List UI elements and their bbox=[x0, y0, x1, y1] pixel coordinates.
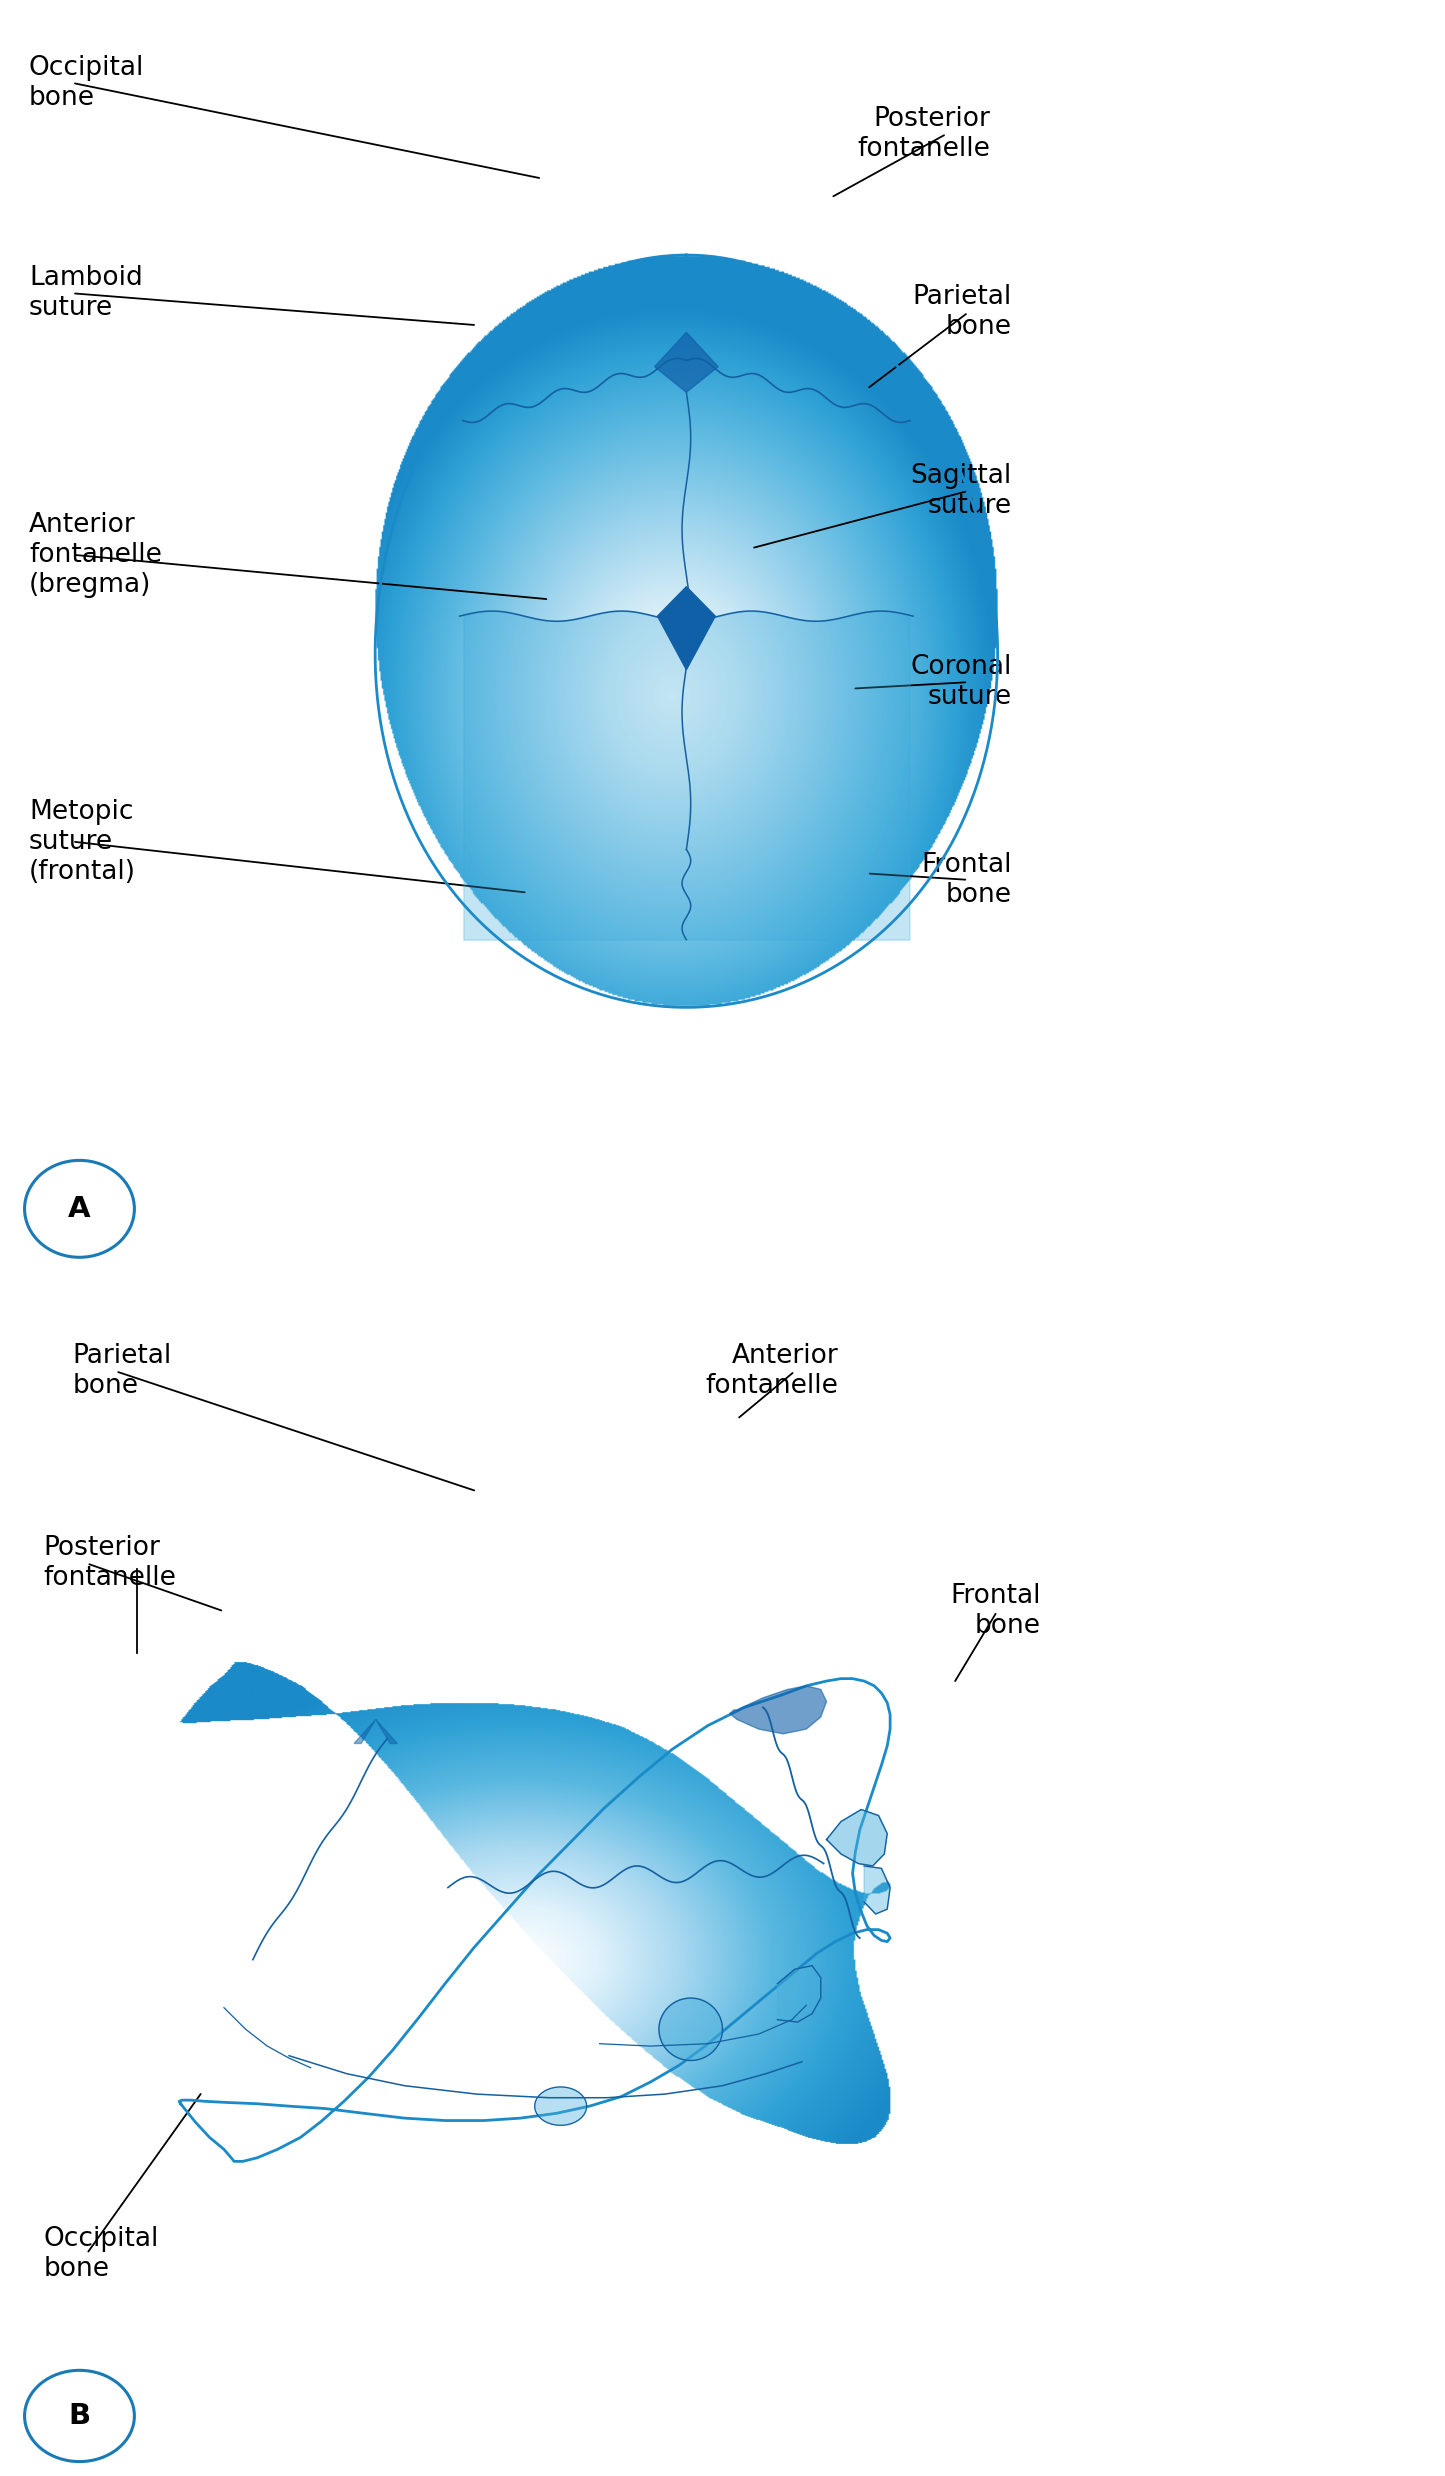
Polygon shape bbox=[354, 1718, 397, 1743]
Polygon shape bbox=[864, 1867, 890, 1914]
Text: B: B bbox=[68, 2402, 91, 2429]
Text: Anterior
fontanelle: Anterior fontanelle bbox=[705, 1342, 838, 1399]
Polygon shape bbox=[730, 1686, 827, 1733]
Text: Parietal
bone: Parietal bone bbox=[912, 285, 1011, 339]
Polygon shape bbox=[657, 587, 715, 669]
Text: Anterior
fontanelle
(bregma): Anterior fontanelle (bregma) bbox=[29, 513, 162, 597]
Text: A: A bbox=[68, 1196, 91, 1223]
Text: Coronal
suture: Coronal suture bbox=[910, 654, 1012, 711]
Polygon shape bbox=[535, 2087, 587, 2124]
Text: Occipital
bone: Occipital bone bbox=[29, 54, 144, 111]
Text: Metopic
suture
(frontal): Metopic suture (frontal) bbox=[29, 800, 136, 884]
Polygon shape bbox=[655, 332, 718, 391]
Text: Frontal
bone: Frontal bone bbox=[949, 1582, 1040, 1639]
Text: Parietal
bone: Parietal bone bbox=[72, 1342, 172, 1399]
Text: Sagittal
suture: Sagittal suture bbox=[910, 463, 1012, 520]
Polygon shape bbox=[777, 1966, 821, 2023]
Polygon shape bbox=[827, 1810, 887, 1867]
Text: Posterior
fontanelle: Posterior fontanelle bbox=[43, 1535, 176, 1592]
Text: Frontal
bone: Frontal bone bbox=[920, 852, 1012, 909]
Text: Posterior
fontanelle: Posterior fontanelle bbox=[857, 106, 990, 161]
Text: Lamboid
suture: Lamboid suture bbox=[29, 265, 143, 322]
Polygon shape bbox=[659, 1998, 722, 2060]
Text: Occipital
bone: Occipital bone bbox=[43, 2226, 159, 2283]
